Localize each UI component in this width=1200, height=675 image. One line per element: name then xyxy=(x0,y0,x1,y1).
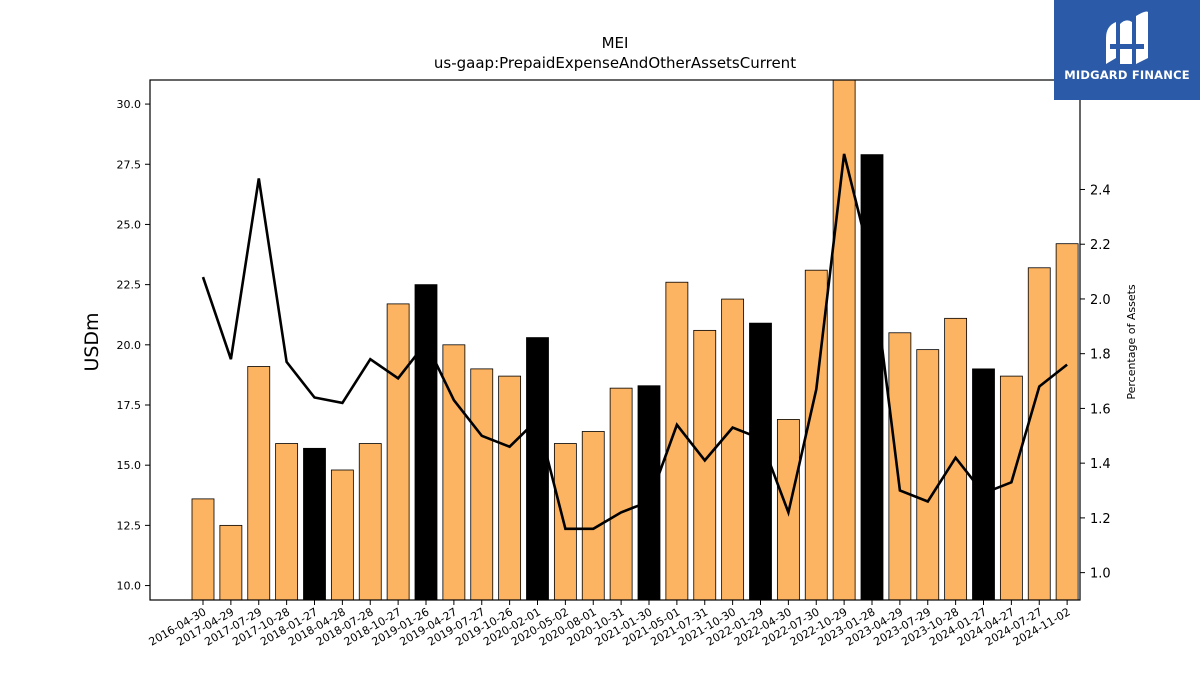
bar xyxy=(275,443,299,601)
bar xyxy=(358,443,382,601)
y2-tick-label: 1.2 xyxy=(1090,512,1111,527)
bar xyxy=(247,366,271,601)
logo-text: MIDGARD FINANCE xyxy=(1064,68,1190,82)
bar xyxy=(888,332,912,601)
y-tick-label: 30.0 xyxy=(117,98,142,111)
bar xyxy=(303,447,326,601)
bar xyxy=(916,349,940,601)
y2-axis-label: Percentage of Assets xyxy=(1125,284,1138,400)
bar xyxy=(219,524,243,601)
y-tick-label: 12.5 xyxy=(117,519,142,532)
bar xyxy=(609,387,633,601)
y2-tick-label: 1.4 xyxy=(1090,457,1111,472)
bar xyxy=(693,329,717,601)
bar xyxy=(1027,267,1051,601)
bar xyxy=(526,337,549,601)
line-group xyxy=(201,153,1068,531)
y-tick-label: 27.5 xyxy=(117,158,142,171)
y2-tick-label: 1.8 xyxy=(1090,348,1111,363)
y-tick-label: 17.5 xyxy=(117,399,142,412)
chart-subtitle: us-gaap:PrepaidExpenseAndOtherAssetsCurr… xyxy=(434,54,796,72)
bar xyxy=(330,469,354,601)
y-tick-label: 25.0 xyxy=(117,218,142,231)
y-axis-label: USDm xyxy=(81,312,103,371)
bar xyxy=(553,443,577,601)
chart-title: MEI xyxy=(602,34,629,52)
y2-tick-label: 2.0 xyxy=(1090,293,1111,308)
y2-tick-label: 1.0 xyxy=(1090,567,1111,582)
bar xyxy=(665,281,689,601)
y-tick-label: 22.5 xyxy=(117,279,142,292)
bar xyxy=(498,375,522,601)
bar xyxy=(191,498,215,601)
bars-group xyxy=(191,79,1079,601)
bar xyxy=(1055,243,1079,601)
plot-frame xyxy=(149,79,1081,601)
bar xyxy=(721,298,745,601)
bar xyxy=(581,431,605,601)
bar xyxy=(414,284,438,601)
y2-tick-label: 1.6 xyxy=(1090,402,1111,417)
percent-line xyxy=(201,153,1068,531)
bar xyxy=(860,154,884,601)
bar xyxy=(386,303,410,601)
y2-tick-label: 2.2 xyxy=(1090,238,1111,253)
bar xyxy=(470,368,494,601)
y-tick-label: 20.0 xyxy=(117,339,142,352)
brand-logo: MIDGARD FINANCE xyxy=(1054,0,1200,100)
y-tick-label: 10.0 xyxy=(117,580,142,593)
y2-tick-label: 2.4 xyxy=(1090,183,1111,198)
midgard-logo-icon xyxy=(1106,11,1148,64)
bar xyxy=(999,375,1023,601)
bar xyxy=(637,385,661,601)
y-tick-label: 15.0 xyxy=(117,459,142,472)
